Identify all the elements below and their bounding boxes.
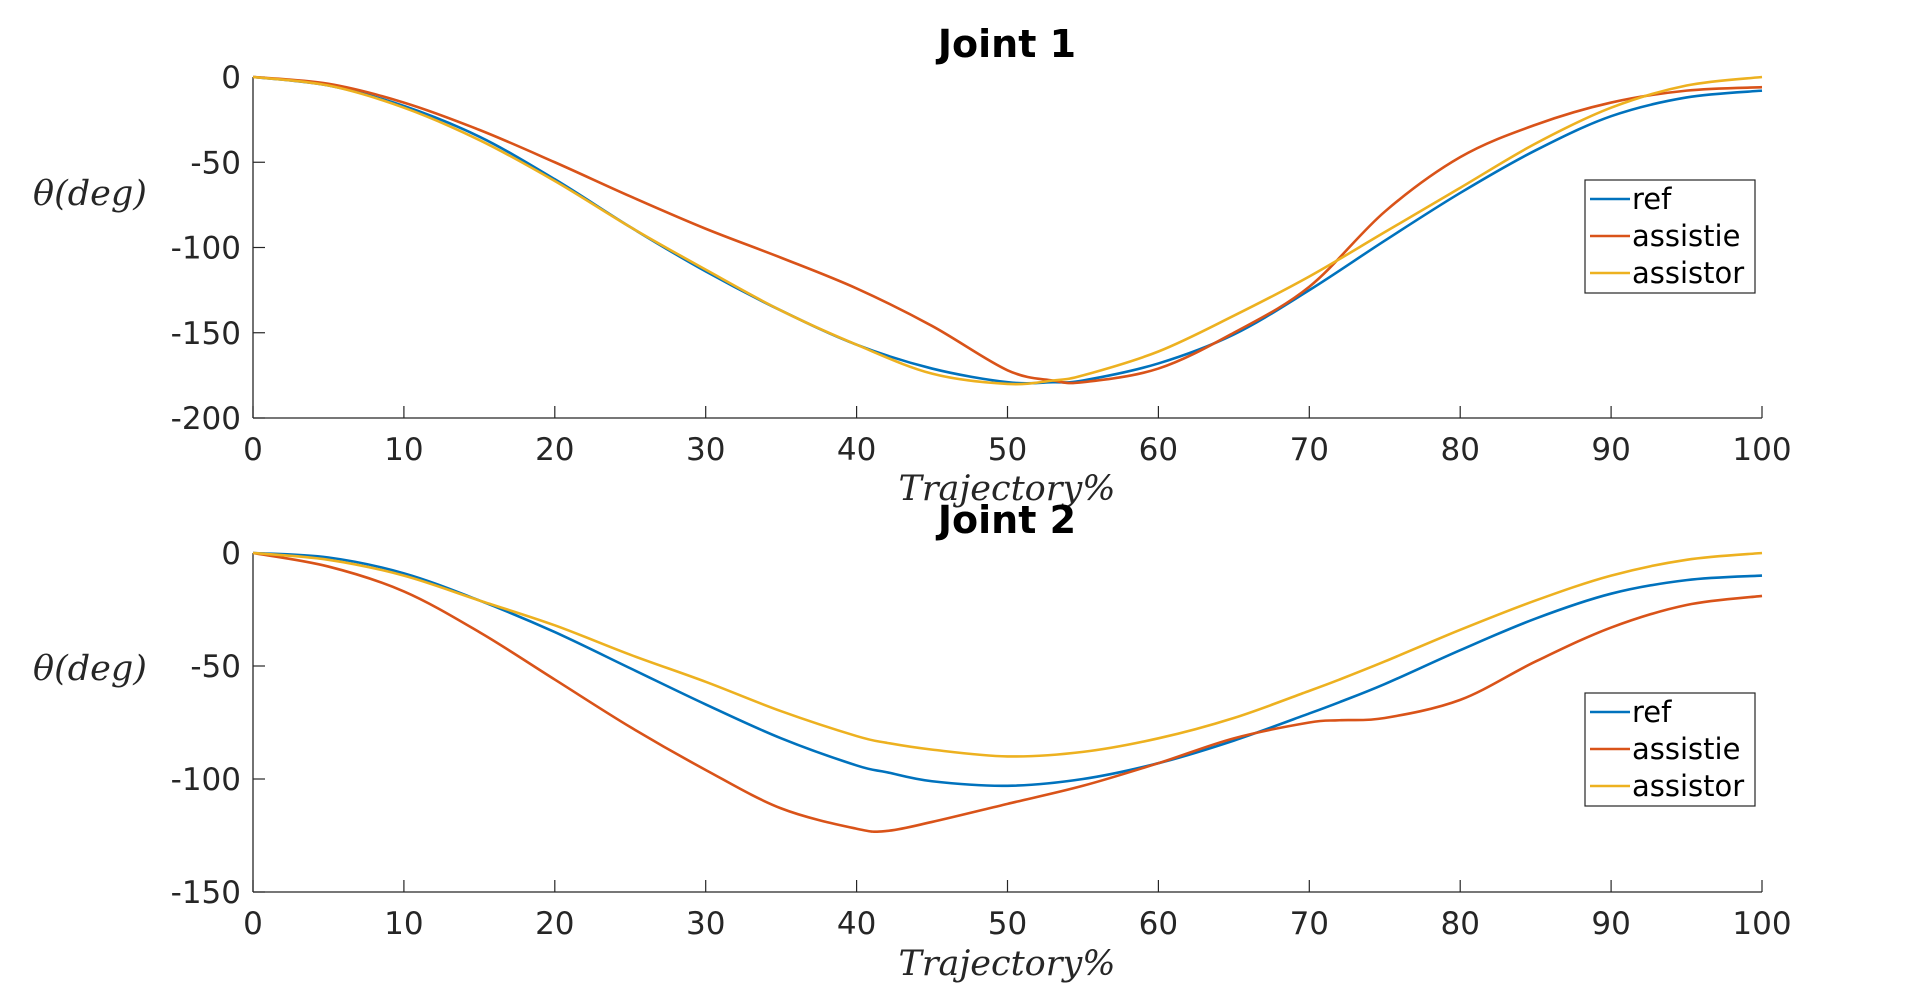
x-tick-label: 90 bbox=[1591, 432, 1630, 468]
y-axis-label: θ(deg) bbox=[33, 649, 147, 689]
legend-label-assistie: assistie bbox=[1632, 732, 1740, 766]
y-tick-label: -100 bbox=[171, 762, 241, 798]
x-tick-label: 70 bbox=[1290, 906, 1329, 942]
series-line-assistor bbox=[252, 551, 1763, 758]
legend-label-assistor: assistor bbox=[1632, 256, 1744, 290]
panel-joint-1: Joint 1 θ(deg) Trajectory% 0 10 20 30 40 50 60… bbox=[33, 22, 1792, 509]
x-tick-label: 90 bbox=[1591, 906, 1630, 942]
x-tick-label: 50 bbox=[988, 906, 1027, 942]
y-tick-label: 0 bbox=[221, 536, 241, 572]
y-axis-label: θ(deg) bbox=[33, 174, 147, 214]
series-line-ref bbox=[252, 75, 1763, 385]
series-line-assistie bbox=[252, 75, 1763, 385]
chart-title: Joint 1 bbox=[935, 22, 1076, 66]
x-tick-label: 60 bbox=[1139, 906, 1178, 942]
x-tick-label: 30 bbox=[686, 432, 725, 468]
series-layer bbox=[252, 551, 1763, 834]
y-tick-label: -150 bbox=[171, 875, 241, 911]
x-axis-label: Trajectory% bbox=[898, 944, 1115, 984]
x-tick-label: 30 bbox=[686, 906, 725, 942]
x-tick-label: 20 bbox=[535, 432, 574, 468]
series-layer bbox=[252, 75, 1763, 386]
x-tick-label: 80 bbox=[1440, 432, 1479, 468]
x-tick-label: 60 bbox=[1139, 432, 1178, 468]
series-line-assistor bbox=[252, 75, 1763, 386]
y-tick-label: 0 bbox=[221, 60, 241, 96]
y-tick-label: -100 bbox=[171, 231, 241, 267]
y-tick-label: -50 bbox=[190, 649, 241, 685]
x-tick-label: 100 bbox=[1732, 432, 1791, 468]
panel-joint-2: Joint 2 θ(deg) Trajectory% 0 10 20 30 40 50 60… bbox=[33, 498, 1792, 984]
x-tick-label: 70 bbox=[1290, 432, 1329, 468]
series-line-ref bbox=[252, 551, 1763, 788]
legend-label-ref: ref bbox=[1632, 695, 1672, 729]
x-tick-label: 10 bbox=[384, 432, 423, 468]
x-tick-label: 100 bbox=[1732, 906, 1791, 942]
ticks-layer: 0 10 20 30 40 50 60 70 80 90 100 0 -50 -100 -150 bbox=[171, 536, 1792, 942]
x-tick-label: 40 bbox=[837, 432, 876, 468]
legend-label-ref: ref bbox=[1632, 182, 1672, 216]
x-tick-label: 20 bbox=[535, 906, 574, 942]
y-tick-label: -150 bbox=[171, 316, 241, 352]
legend: ref assistie assistor bbox=[1584, 692, 1756, 807]
x-tick-label: 40 bbox=[837, 906, 876, 942]
legend-label-assistor: assistor bbox=[1632, 769, 1744, 803]
legend-label-assistie: assistie bbox=[1632, 219, 1740, 253]
x-tick-label: 0 bbox=[243, 432, 263, 468]
x-axis-label: Trajectory% bbox=[898, 469, 1115, 509]
x-tick-label: 0 bbox=[243, 906, 263, 942]
y-tick-label: -50 bbox=[190, 145, 241, 181]
series-line-assistie bbox=[252, 551, 1763, 834]
chart-title: Joint 2 bbox=[935, 498, 1076, 542]
legend: ref assistie assistor bbox=[1584, 179, 1756, 294]
ticks-layer: 0 10 20 30 40 50 60 70 80 90 100 0 -50 -100 -150 -200 bbox=[171, 60, 1792, 468]
x-tick-label: 50 bbox=[988, 432, 1027, 468]
y-tick-label: -200 bbox=[171, 401, 241, 437]
x-tick-label: 10 bbox=[384, 906, 423, 942]
x-tick-label: 80 bbox=[1440, 906, 1479, 942]
